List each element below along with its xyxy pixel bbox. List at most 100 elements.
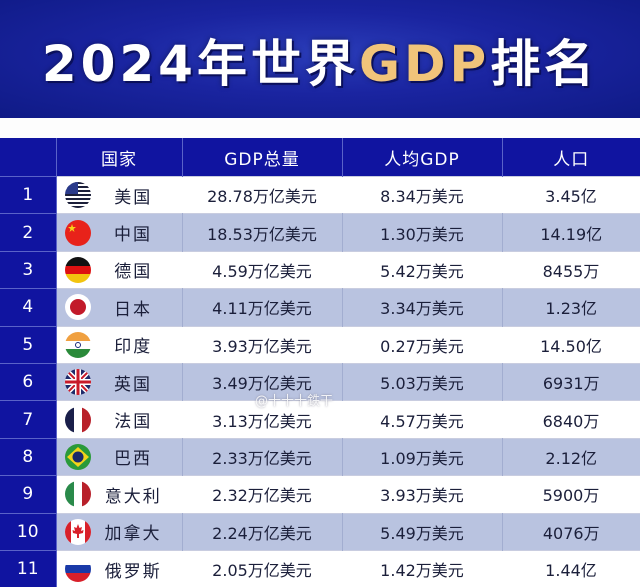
population-cell: 5900万 bbox=[502, 475, 640, 514]
table-row: 8 巴西 2.33万亿美元 1.09万美元 2.12亿 bbox=[0, 437, 640, 476]
country-name: 法国 bbox=[114, 412, 153, 433]
rank-cell: 11 bbox=[0, 549, 57, 588]
page-title: 2024年世界GDP排名 bbox=[41, 35, 599, 93]
germany-flag-icon bbox=[64, 256, 91, 283]
gdp-per-capita-cell: 8.34万美元 bbox=[342, 175, 502, 214]
india-flag-icon bbox=[64, 331, 91, 358]
country-cell: 意大利 bbox=[56, 475, 182, 514]
france-flag-icon bbox=[64, 406, 91, 433]
gdp-cell: 2.05万亿美元 bbox=[182, 549, 342, 588]
gdp-cell: 2.32万亿美元 bbox=[182, 475, 342, 514]
gdp-per-capita-cell: 0.27万美元 bbox=[342, 325, 502, 364]
country-cell: 法国 bbox=[56, 400, 182, 439]
country-name: 印度 bbox=[114, 337, 153, 358]
title-banner: 2024年世界GDP排名 bbox=[0, 0, 640, 118]
italy-flag-icon bbox=[64, 481, 91, 508]
china-flag-icon bbox=[64, 219, 91, 246]
usa-flag-icon bbox=[64, 182, 91, 209]
russia-flag-icon bbox=[64, 556, 91, 583]
gdp-cell: 2.24万亿美元 bbox=[182, 512, 343, 551]
country-name: 意大利 bbox=[104, 486, 162, 507]
col-header-gdp-per-capita: 人均GDP bbox=[342, 138, 503, 177]
population-cell: 6840万 bbox=[502, 400, 640, 439]
gdp-per-capita-cell: 3.34万美元 bbox=[342, 288, 503, 327]
col-header-country: 国家 bbox=[56, 138, 183, 177]
col-header-population: 人口 bbox=[502, 138, 640, 177]
country-name: 英国 bbox=[114, 374, 152, 395]
table-row: 11 俄罗斯 2.05万亿美元 1.42万美元 1.44亿 bbox=[0, 549, 640, 588]
gdp-per-capita-cell: 1.09万美元 bbox=[342, 437, 503, 476]
gdp-cell: 4.11万亿美元 bbox=[182, 288, 343, 327]
gdp-per-capita-cell: 3.93万美元 bbox=[342, 475, 502, 514]
table-row: 6 英国 3.49万亿美元 5.03万美元 6931万 bbox=[0, 362, 640, 401]
gdp-per-capita-cell: 5.49万美元 bbox=[342, 512, 503, 551]
table-row: 7 法国 3.13万亿美元 4.57万美元 6840万 bbox=[0, 400, 640, 439]
country-cell: 印度 bbox=[56, 325, 182, 364]
country-name: 中国 bbox=[114, 225, 152, 246]
population-cell: 14.50亿 bbox=[502, 325, 640, 364]
gdp-per-capita-cell: 5.42万美元 bbox=[342, 250, 502, 289]
table-row: 5 印度 3.93万亿美元 0.27万美元 14.50亿 bbox=[0, 325, 640, 364]
table-row: 2 中国 18.53万亿美元 1.30万美元 14.19亿 bbox=[0, 213, 640, 252]
rank-cell: 1 bbox=[0, 175, 57, 214]
gdp-cell: 4.59万亿美元 bbox=[182, 250, 342, 289]
country-name: 美国 bbox=[114, 187, 153, 208]
rank-cell: 3 bbox=[0, 250, 57, 289]
gdp-cell: 2.33万亿美元 bbox=[182, 437, 343, 476]
gdp-per-capita-cell: 1.30万美元 bbox=[342, 213, 503, 252]
population-cell: 1.23亿 bbox=[502, 288, 640, 327]
population-cell: 6931万 bbox=[502, 362, 640, 401]
divider bbox=[0, 118, 640, 138]
population-cell: 4076万 bbox=[502, 512, 640, 551]
col-header-gdp: GDP总量 bbox=[182, 138, 343, 177]
rank-cell: 10 bbox=[0, 512, 57, 551]
table-header-row: 国家 GDP总量 人均GDP 人口 bbox=[0, 138, 640, 177]
country-name: 加拿大 bbox=[104, 524, 162, 545]
brazil-flag-icon bbox=[64, 443, 91, 470]
title-highlight: GDP bbox=[358, 35, 491, 93]
rank-cell: 2 bbox=[0, 213, 57, 252]
uk-flag-icon bbox=[64, 369, 91, 396]
country-name: 俄罗斯 bbox=[104, 561, 162, 582]
country-cell: 巴西 bbox=[56, 437, 183, 476]
table-row: 10 加拿大 2.24万亿美元 5.49万美元 4076万 bbox=[0, 512, 640, 551]
table-row: 1 美国 28.78万亿美元 8.34万美元 3.45亿 bbox=[0, 175, 640, 214]
gdp-cell: 3.93万亿美元 bbox=[182, 325, 342, 364]
gdp-cell: 18.53万亿美元 bbox=[182, 213, 343, 252]
country-cell: 德国 bbox=[56, 250, 182, 289]
table-row: 3 德国 4.59万亿美元 5.42万美元 8455万 bbox=[0, 250, 640, 289]
gdp-per-capita-cell: 5.03万美元 bbox=[342, 362, 503, 401]
country-name: 德国 bbox=[114, 262, 153, 283]
rank-cell: 5 bbox=[0, 325, 57, 364]
country-cell: 俄罗斯 bbox=[56, 549, 182, 588]
country-cell: 美国 bbox=[56, 175, 182, 214]
rank-cell: 6 bbox=[0, 362, 57, 401]
table-row: 9 意大利 2.32万亿美元 3.93万美元 5900万 bbox=[0, 475, 640, 514]
japan-flag-icon bbox=[64, 294, 91, 321]
country-name: 巴西 bbox=[114, 449, 152, 470]
gdp-cell: 3.13万亿美元 bbox=[182, 400, 342, 439]
country-cell: 中国 bbox=[56, 213, 183, 252]
population-cell: 1.44亿 bbox=[502, 549, 640, 588]
rank-cell: 9 bbox=[0, 475, 57, 514]
population-cell: 3.45亿 bbox=[502, 175, 640, 214]
population-cell: 2.12亿 bbox=[502, 437, 640, 476]
rank-cell: 7 bbox=[0, 400, 57, 439]
country-cell: 加拿大 bbox=[56, 512, 183, 551]
population-cell: 14.19亿 bbox=[502, 213, 640, 252]
gdp-per-capita-cell: 1.42万美元 bbox=[342, 549, 502, 588]
canada-flag-icon bbox=[64, 518, 91, 545]
gdp-cell: 3.49万亿美元 bbox=[182, 362, 343, 401]
gdp-ranking-table: 国家 GDP总量 人均GDP 人口 1 美国 28.78万亿美元 8.34万美元 3.4… bbox=[0, 138, 640, 588]
country-cell: 日本 bbox=[56, 288, 183, 327]
country-cell: 英国 bbox=[56, 362, 183, 401]
country-name: 日本 bbox=[114, 299, 152, 320]
table-row: 4 日本 4.11万亿美元 3.34万美元 1.23亿 bbox=[0, 288, 640, 327]
rank-cell: 8 bbox=[0, 437, 57, 476]
rank-cell: 4 bbox=[0, 288, 57, 327]
watermark: @十十十鉄干 bbox=[255, 394, 334, 409]
gdp-cell: 28.78万亿美元 bbox=[182, 175, 342, 214]
col-header-rank bbox=[0, 138, 57, 177]
gdp-per-capita-cell: 4.57万美元 bbox=[342, 400, 502, 439]
population-cell: 8455万 bbox=[502, 250, 640, 289]
